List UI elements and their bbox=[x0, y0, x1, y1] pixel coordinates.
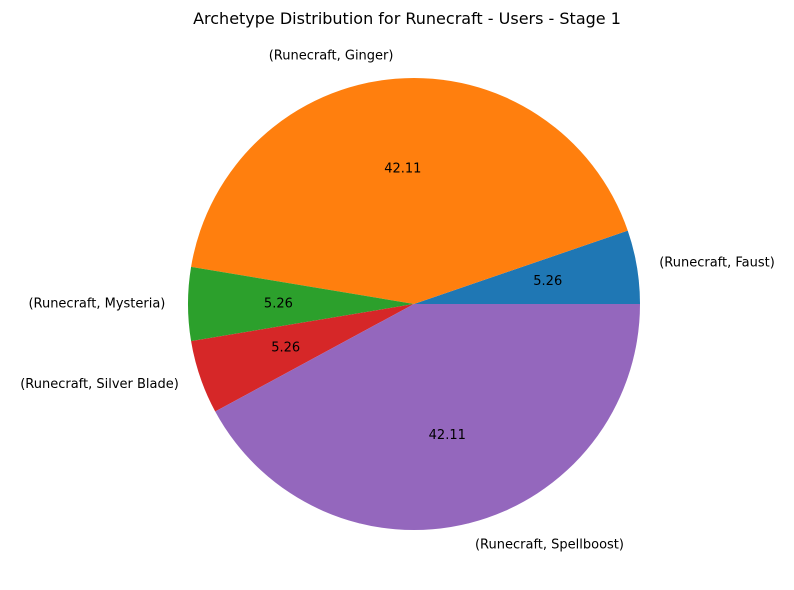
slice-category-label: (Runecraft, Spellboost) bbox=[475, 538, 624, 553]
slice-category-label: (Runecraft, Mysteria) bbox=[28, 297, 165, 312]
slice-value-label: 42.11 bbox=[384, 161, 421, 176]
slice-category-label: (Runecraft, Ginger) bbox=[269, 49, 394, 64]
pie-slices bbox=[187, 78, 641, 530]
pie-slice bbox=[414, 230, 640, 304]
slice-value-label: 5.26 bbox=[271, 341, 300, 356]
pie-slice bbox=[187, 266, 414, 342]
pie-slice bbox=[191, 304, 414, 412]
chart-title: Archetype Distribution for Runecraft - U… bbox=[193, 9, 621, 28]
slice-category-label: (Runecraft, Silver Blade) bbox=[20, 377, 179, 392]
slice-value-label: 5.26 bbox=[264, 297, 293, 312]
pie-slice bbox=[191, 78, 628, 305]
pie-slice bbox=[215, 304, 641, 530]
slice-value-label: 5.26 bbox=[533, 274, 562, 289]
slice-value-label: 42.11 bbox=[429, 428, 466, 443]
pie-labels: 5.26 (Runecraft, Faust) 42.11 (Runecraft, G… bbox=[20, 49, 775, 553]
slice-category-label: (Runecraft, Faust) bbox=[659, 256, 775, 271]
